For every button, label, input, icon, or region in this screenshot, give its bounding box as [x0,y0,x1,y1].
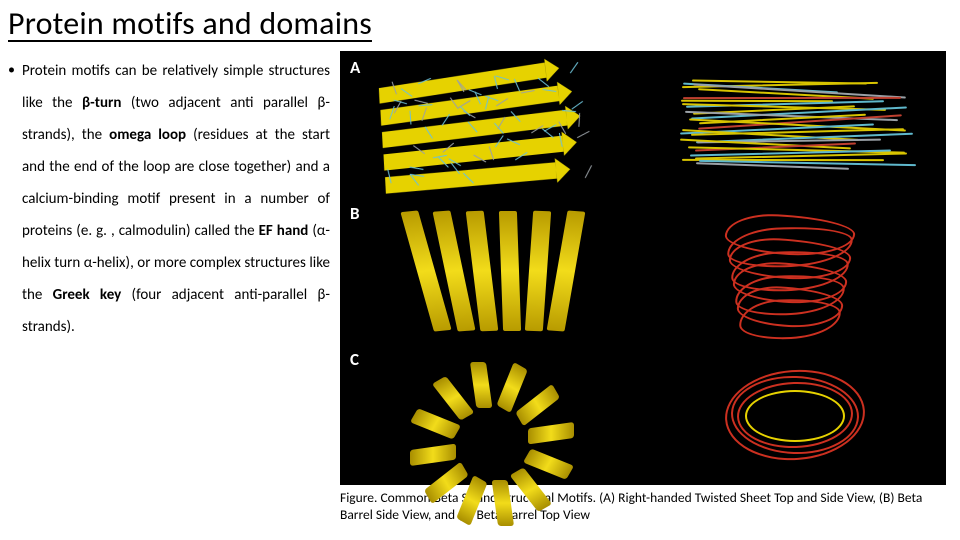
bullet-item: • Protein motifs can be relatively simpl… [8,55,330,343]
content-row: • Protein motifs can be relatively simpl… [8,51,952,523]
sheet-side-view-icon [675,75,915,175]
slide: Protein motifs and domains • Protein mot… [0,0,960,540]
body-text: Protein motifs can be relatively simple … [22,55,330,343]
barrel-side-ribbon-icon [377,207,607,337]
panel-a: A [340,51,946,199]
panel-a-left [340,51,643,199]
panel-c: C [340,345,946,485]
panel-b: B [340,199,946,345]
twisted-sheet-icon [368,55,619,198]
panel-a-label: A [350,57,360,78]
panel-b-left [340,199,643,345]
barrel-top-wire-icon [695,350,895,480]
panel-c-label: C [350,349,359,370]
page-title: Protein motifs and domains [8,4,952,43]
figure-panel: A [340,51,946,485]
panel-b-right [643,199,946,345]
panel-c-right [643,345,946,485]
barrel-side-wire-icon [680,207,910,337]
barrel-top-ribbon-icon [392,350,592,480]
panel-c-left [340,345,643,485]
figure-column: A [340,51,946,523]
text-column: • Protein motifs can be relatively simpl… [8,51,330,523]
panel-b-label: B [350,203,360,224]
bullet-marker: • [8,55,22,83]
panel-a-right [643,51,946,199]
